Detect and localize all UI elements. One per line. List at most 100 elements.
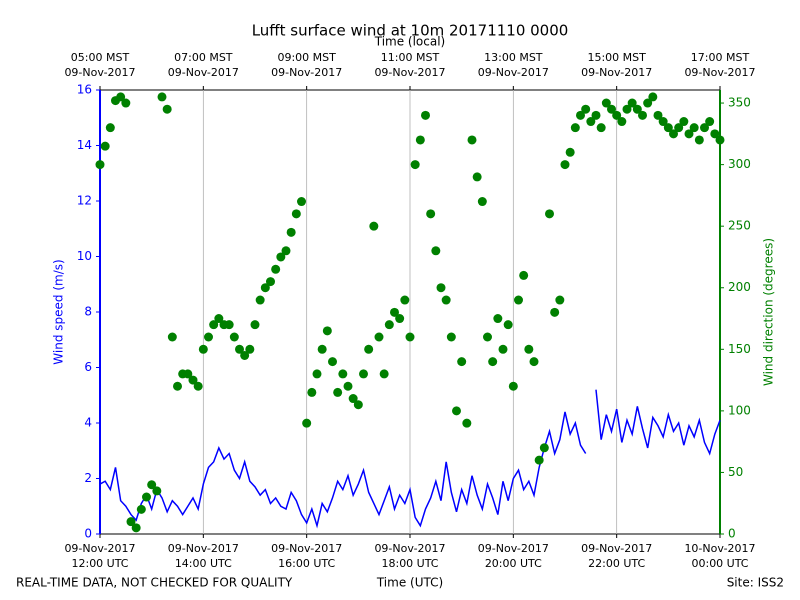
direction-point bbox=[359, 369, 368, 379]
direction-point bbox=[679, 117, 689, 127]
direction-point bbox=[436, 283, 446, 293]
direction-point bbox=[209, 320, 219, 330]
direction-point bbox=[462, 418, 472, 428]
direction-point bbox=[570, 123, 580, 133]
direction-point bbox=[622, 104, 632, 114]
x-tick-label: 12:00 UTC bbox=[71, 557, 128, 570]
direction-point bbox=[431, 246, 441, 256]
top-x-tick-label: 09-Nov-2017 bbox=[271, 66, 342, 79]
top-x-tick-label: 11:00 MST bbox=[381, 51, 440, 64]
direction-point bbox=[95, 160, 105, 170]
direction-point bbox=[136, 504, 146, 514]
direction-point bbox=[255, 295, 265, 305]
direction-point bbox=[328, 357, 337, 367]
x-tick-label: 16:00 UTC bbox=[278, 557, 335, 570]
direction-point bbox=[632, 104, 642, 114]
top-x-tick-label: 09-Nov-2017 bbox=[168, 66, 239, 79]
direction-point bbox=[204, 332, 213, 342]
top-x-tick-label: 15:00 MST bbox=[587, 51, 646, 64]
top-x-tick-label: 09-Nov-2017 bbox=[684, 66, 755, 79]
x-tick-label: 18:00 UTC bbox=[381, 557, 438, 570]
direction-point bbox=[276, 252, 286, 262]
direction-point bbox=[452, 406, 461, 416]
direction-point bbox=[157, 92, 167, 102]
direction-point bbox=[653, 110, 663, 120]
direction-point bbox=[576, 110, 585, 120]
top-x-tick-label: 09-Nov-2017 bbox=[478, 66, 549, 79]
direction-point bbox=[514, 295, 523, 305]
x-tick-label: 09-Nov-2017 bbox=[581, 542, 652, 555]
direction-point bbox=[638, 110, 647, 120]
direction-point bbox=[126, 517, 136, 527]
y2-tick-label: 200 bbox=[728, 280, 751, 294]
y2-tick-label: 150 bbox=[728, 342, 751, 356]
y-tick-label: 14 bbox=[77, 138, 92, 152]
direction-point bbox=[519, 270, 529, 280]
y-tick-label: 4 bbox=[84, 416, 92, 430]
y-tick-label: 8 bbox=[84, 305, 92, 319]
direction-point bbox=[710, 129, 720, 139]
direction-point bbox=[421, 110, 430, 120]
y-tick-label: 0 bbox=[84, 527, 92, 541]
direction-point bbox=[415, 135, 425, 145]
direction-point bbox=[539, 443, 549, 453]
x-axis-label: Time (UTC) bbox=[376, 576, 443, 590]
y2-axis-label: Wind direction (degrees) bbox=[762, 238, 776, 386]
y-tick-label: 2 bbox=[84, 471, 92, 485]
direction-point bbox=[167, 332, 177, 342]
direction-point bbox=[627, 98, 637, 108]
direction-point bbox=[591, 110, 601, 120]
direction-point bbox=[338, 369, 348, 379]
direction-point bbox=[545, 209, 554, 219]
direction-point bbox=[581, 104, 591, 114]
direction-point bbox=[446, 332, 456, 342]
direction-point bbox=[250, 320, 260, 330]
direction-point bbox=[405, 332, 415, 342]
top-x-tick-label: 09-Nov-2017 bbox=[581, 66, 652, 79]
direction-point bbox=[121, 98, 131, 108]
y2-tick-label: 0 bbox=[728, 527, 736, 541]
direction-point bbox=[245, 344, 255, 354]
direction-point bbox=[643, 98, 653, 108]
direction-point bbox=[601, 98, 611, 108]
direction-point bbox=[395, 314, 405, 324]
top-x-tick-label: 09-Nov-2017 bbox=[374, 66, 445, 79]
direction-point bbox=[384, 320, 394, 330]
direction-point bbox=[281, 246, 291, 256]
direction-point bbox=[348, 394, 358, 404]
top-x-tick-label: 13:00 MST bbox=[484, 51, 543, 64]
y-tick-label: 10 bbox=[77, 249, 92, 263]
direction-point bbox=[116, 92, 126, 102]
direction-point bbox=[260, 283, 270, 293]
direction-point bbox=[689, 123, 699, 133]
x-tick-label: 20:00 UTC bbox=[485, 557, 542, 570]
direction-point bbox=[607, 104, 616, 114]
x-tick-label: 09-Nov-2017 bbox=[271, 542, 342, 555]
direction-point bbox=[400, 295, 410, 305]
direction-point bbox=[162, 104, 172, 114]
direction-point bbox=[674, 123, 684, 133]
direction-point bbox=[488, 357, 498, 367]
direction-point bbox=[131, 523, 141, 533]
direction-point bbox=[663, 123, 673, 133]
direction-point bbox=[498, 344, 508, 354]
direction-point bbox=[705, 117, 715, 127]
direction-point bbox=[374, 332, 384, 342]
direction-point bbox=[297, 197, 306, 207]
x-tick-label: 09-Nov-2017 bbox=[168, 542, 239, 555]
direction-point bbox=[529, 357, 539, 367]
y-tick-label: 6 bbox=[84, 360, 92, 374]
direction-point bbox=[364, 344, 374, 354]
direction-point bbox=[312, 369, 322, 379]
direction-point bbox=[508, 381, 518, 391]
direction-point bbox=[105, 123, 115, 133]
direction-point bbox=[715, 135, 725, 145]
top-x-tick-label: 09-Nov-2017 bbox=[64, 66, 135, 79]
direction-point bbox=[472, 172, 482, 182]
direction-point bbox=[302, 418, 312, 428]
y-tick-label: 16 bbox=[77, 83, 92, 97]
y2-tick-label: 250 bbox=[728, 219, 751, 233]
direction-point bbox=[379, 369, 389, 379]
top-axis-label: Time (local) bbox=[374, 35, 446, 49]
